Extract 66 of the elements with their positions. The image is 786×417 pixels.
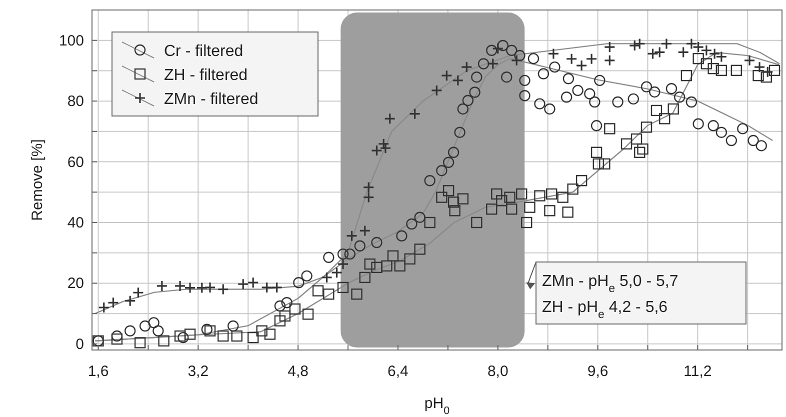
point	[370, 144, 383, 156]
x-tick-label: 11,2	[684, 363, 712, 380]
point	[744, 54, 756, 66]
x-axis-title: pH$_{0}$	[424, 395, 450, 417]
point	[124, 295, 136, 307]
y-tick-label: 40	[67, 214, 84, 232]
point	[628, 40, 640, 52]
point	[320, 272, 333, 284]
y-tick-label: 0	[76, 336, 84, 353]
point	[196, 282, 208, 294]
x-tick-label: 3,2	[188, 363, 209, 380]
point	[362, 181, 374, 194]
annotation: ZMn - pH$_{e}$ 5,0 - 5,7	[542, 273, 678, 295]
point	[604, 41, 616, 53]
point	[492, 42, 504, 54]
point	[156, 280, 168, 292]
point	[604, 54, 616, 66]
point	[409, 108, 421, 120]
point	[510, 54, 522, 66]
point	[271, 282, 283, 294]
point	[174, 280, 186, 292]
point	[660, 38, 672, 50]
x-tick-label: 1,6	[88, 363, 109, 380]
point	[247, 276, 259, 288]
x-tick-label: 9,6	[587, 363, 608, 380]
point	[237, 278, 249, 290]
legend-label: ZH - filtered	[164, 67, 248, 84]
point	[107, 296, 120, 308]
point	[362, 192, 374, 204]
y-axis-title: Remove [%]	[29, 139, 46, 221]
point	[384, 112, 396, 124]
point	[452, 74, 464, 86]
point	[566, 53, 578, 65]
x-tick-label: 6,4	[388, 363, 408, 380]
point	[217, 283, 229, 296]
point	[359, 224, 371, 236]
point	[678, 46, 690, 58]
point	[460, 61, 472, 73]
point	[330, 266, 343, 278]
point	[440, 70, 452, 82]
point	[378, 138, 390, 150]
y-tick-label: 60	[67, 154, 84, 171]
legend-label: Cr - filtered	[164, 43, 244, 60]
point	[380, 142, 392, 154]
x-tick-label: 4,8	[288, 363, 308, 380]
point	[487, 58, 499, 70]
y-tick-label: 80	[67, 93, 84, 110]
point	[132, 286, 144, 298]
point	[548, 48, 560, 60]
point	[586, 53, 598, 65]
point	[430, 84, 442, 96]
point	[337, 258, 349, 270]
point	[261, 282, 273, 294]
point	[98, 302, 110, 314]
y-tick-label: 100	[58, 32, 84, 50]
legend-label: ZMn - filtered	[164, 91, 258, 108]
annotation: ZH - pH$_{e}$ 4,2 - 5,6	[542, 299, 668, 321]
point	[654, 46, 666, 58]
x-tick-label: 8,0	[487, 363, 508, 380]
point	[576, 60, 588, 72]
y-tick-label: 20	[67, 275, 84, 292]
point	[634, 38, 646, 50]
point	[646, 48, 659, 60]
point	[184, 282, 196, 294]
point	[204, 282, 216, 294]
point	[346, 230, 358, 242]
